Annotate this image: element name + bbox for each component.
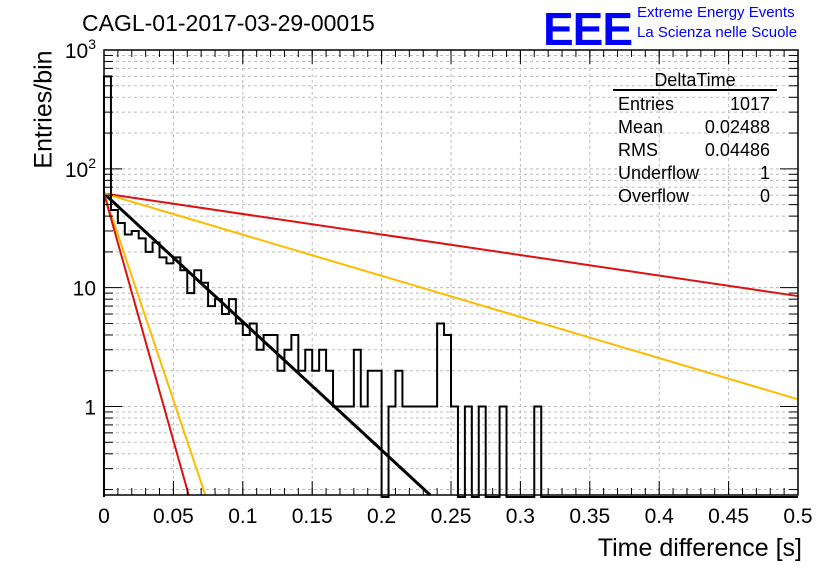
curve-fit <box>102 192 432 497</box>
y-tick-label: 102 <box>65 155 96 182</box>
stats-row-label: Mean <box>618 117 663 137</box>
histogram-steps <box>103 75 798 498</box>
x-tick-label: 0 <box>98 505 110 528</box>
stats-box: DeltaTime Entries 1017 Mean 0.02488 RMS 0.0448… <box>613 70 777 206</box>
curve-lower-red <box>103 193 190 496</box>
x-tick-label: 0.4 <box>645 505 675 528</box>
y-tick-label: 10 <box>73 278 96 301</box>
curve-lower-yellow <box>103 193 207 496</box>
stats-row-label: Overflow <box>618 186 690 206</box>
stats-row-value: 1017 <box>730 94 770 114</box>
y-tick-label: 1 <box>84 397 96 420</box>
x-tick-label: 0.5 <box>783 505 812 528</box>
stats-box-name: DeltaTime <box>654 70 735 90</box>
grid <box>103 50 799 495</box>
x-tick-label: 0.2 <box>367 505 396 528</box>
curve-upper-red <box>103 192 799 298</box>
stats-row-value: 0 <box>760 186 770 206</box>
x-tick-label: 0.15 <box>292 505 333 528</box>
x-tick-label: 0.45 <box>708 505 749 528</box>
y-axis-label: Entries/bin <box>29 50 58 169</box>
stats-row-value: 0.04486 <box>705 140 770 160</box>
curve-upper-yellow <box>103 192 799 401</box>
stats-row-value: 0.02488 <box>705 117 770 137</box>
x-tick-label: 0.3 <box>506 505 535 528</box>
stats-row-value: 1 <box>760 163 770 183</box>
axes: 0 0.05 0.1 0.15 0.2 0.25 0.3 0.35 0.4 0.45 0.51101… <box>65 36 813 528</box>
x-axis-label: Time difference [s] <box>597 534 802 562</box>
histogram <box>103 75 798 498</box>
curves <box>102 192 799 497</box>
y-tick-label: 103 <box>65 36 96 63</box>
x-tick-label: 0.05 <box>153 505 194 528</box>
chart-title: CAGL-01-2017-03-29-00015 <box>82 10 375 36</box>
eee-logo: EEE <box>543 3 633 55</box>
x-tick-label: 0.25 <box>431 505 472 528</box>
stats-row-label: RMS <box>618 140 658 160</box>
logo-line-2: La Scienza nelle Scuole <box>637 24 798 41</box>
logo-line-1: Extreme Energy Events <box>637 4 795 21</box>
x-tick-label: 0.35 <box>569 505 610 528</box>
stats-row-label: Underflow <box>618 163 700 183</box>
stats-row-label: Entries <box>618 94 674 114</box>
x-tick-label: 0.1 <box>228 505 257 528</box>
